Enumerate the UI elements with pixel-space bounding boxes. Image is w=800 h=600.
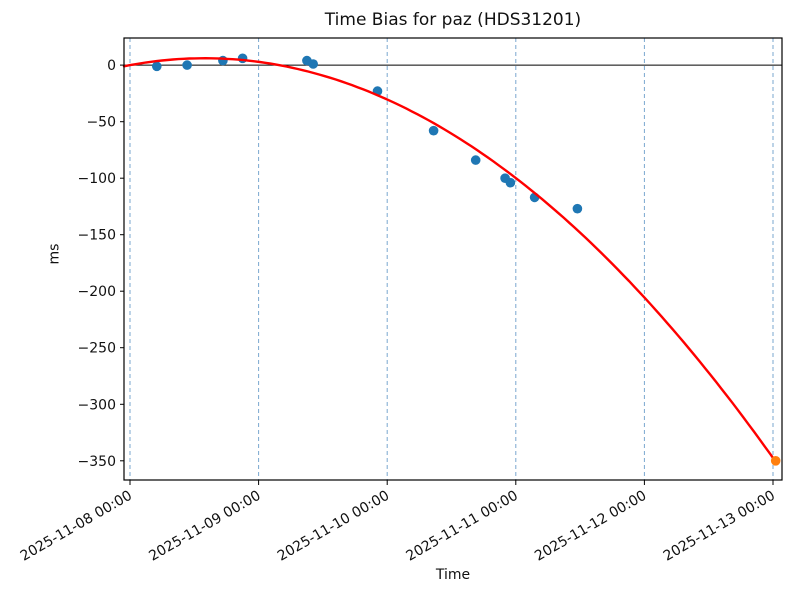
x-tick-label: 2025-11-12 00:00 bbox=[532, 488, 649, 565]
fit-curve bbox=[122, 56, 777, 463]
y-tick-label: 0 bbox=[107, 58, 116, 74]
x-tick-label: 2025-11-11 00:00 bbox=[404, 488, 521, 565]
chart-title: Time Bias for paz (HDS31201) bbox=[324, 10, 582, 30]
x-axis-label: Time bbox=[435, 567, 471, 583]
x-tick-label: 2025-11-09 00:00 bbox=[146, 488, 263, 565]
extrapolated-point-marker bbox=[770, 456, 781, 466]
y-tick-label: −350 bbox=[78, 454, 116, 470]
measurements-marker bbox=[428, 125, 439, 136]
measurements-marker bbox=[572, 203, 583, 214]
y-axis-label: ms bbox=[46, 243, 63, 265]
y-tick-label: −300 bbox=[78, 397, 116, 413]
y-tick-label: −50 bbox=[86, 115, 116, 131]
y-tick-label: −200 bbox=[78, 284, 116, 300]
measurements-marker bbox=[470, 155, 481, 165]
y-tick-label: −150 bbox=[78, 228, 116, 244]
measurements-marker bbox=[237, 53, 248, 64]
measurements-marker bbox=[152, 61, 162, 72]
x-tick-label: 2025-11-10 00:00 bbox=[275, 488, 392, 565]
measurements-marker bbox=[308, 59, 319, 69]
x-tick-label: 2025-11-08 00:00 bbox=[18, 488, 135, 565]
measurements-marker bbox=[182, 60, 192, 70]
y-tick-label: −250 bbox=[78, 341, 116, 357]
measurements-marker bbox=[218, 55, 228, 66]
measurements-marker bbox=[505, 177, 516, 188]
y-tick-label: −100 bbox=[78, 171, 116, 187]
x-tick-label: 2025-11-13 00:00 bbox=[661, 488, 778, 565]
axes-border bbox=[123, 37, 783, 481]
